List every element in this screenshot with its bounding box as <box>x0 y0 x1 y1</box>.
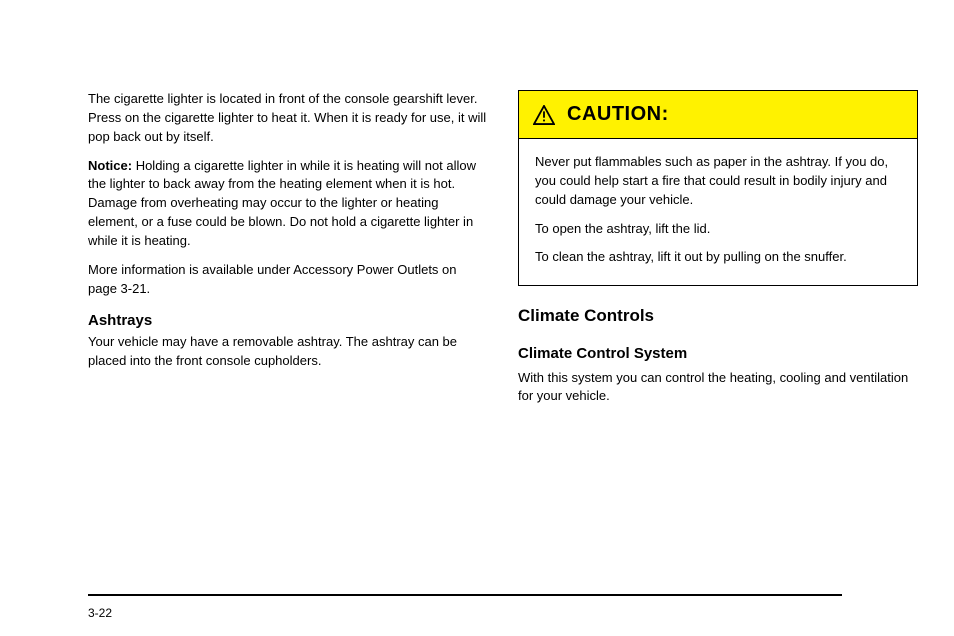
below-caution-block: Climate Controls Climate Control System … <box>518 304 918 406</box>
caution-body: Never put flammables such as paper in th… <box>519 139 917 285</box>
climate-paragraph: With this system you can control the hea… <box>518 369 918 407</box>
ashtrays-heading: Ashtrays <box>88 312 488 329</box>
right-column: CAUTION: Never put flammables such as pa… <box>518 90 918 416</box>
accessory-info-paragraph: More information is available under Acce… <box>88 261 488 299</box>
climate-system-subhead: Climate Control System <box>518 343 918 365</box>
caution-box: CAUTION: Never put flammables such as pa… <box>518 90 918 286</box>
page: The cigarette lighter is located in fron… <box>0 0 954 636</box>
ashtrays-paragraph: Your vehicle may have a removable ashtra… <box>88 333 488 371</box>
left-column: The cigarette lighter is located in fron… <box>88 90 488 381</box>
notice-text: Holding a cigarette lighter in while it … <box>88 158 476 248</box>
footer-rule <box>88 594 842 596</box>
page-number: 3-22 <box>88 606 112 620</box>
caution-paragraph-2: To open the ashtray, lift the lid. <box>535 220 901 239</box>
caution-header: CAUTION: <box>519 91 917 139</box>
notice-paragraph: Notice: Holding a cigarette lighter in w… <box>88 157 488 251</box>
warning-triangle-icon <box>533 105 555 125</box>
climate-controls-heading: Climate Controls <box>518 304 918 329</box>
notice-label: Notice: <box>88 158 132 173</box>
lighter-paragraph: The cigarette lighter is located in fron… <box>88 90 488 147</box>
caution-paragraph-1: Never put flammables such as paper in th… <box>535 153 901 210</box>
caution-title: CAUTION: <box>567 103 669 126</box>
caution-paragraph-3: To clean the ashtray, lift it out by pul… <box>535 248 901 267</box>
